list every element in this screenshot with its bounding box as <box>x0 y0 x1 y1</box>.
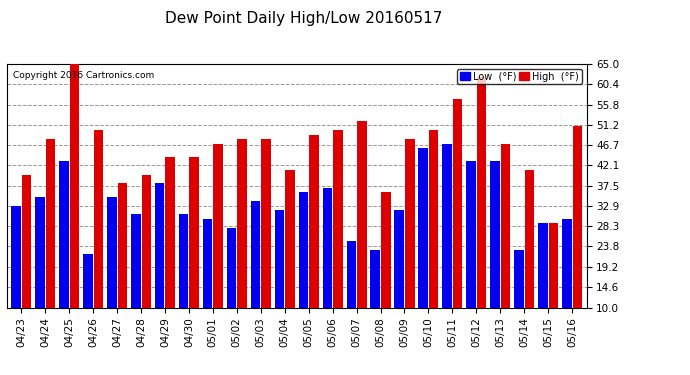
Bar <box>107 197 117 308</box>
Bar <box>155 183 164 308</box>
Bar <box>466 161 476 308</box>
Text: Copyright 2016 Cartronics.com: Copyright 2016 Cartronics.com <box>12 71 154 80</box>
Bar <box>11 206 21 308</box>
Bar <box>117 183 127 308</box>
Bar <box>395 210 404 308</box>
Bar <box>22 174 31 308</box>
Bar <box>262 139 271 308</box>
Bar <box>309 135 319 308</box>
Bar <box>213 144 223 308</box>
Bar <box>490 161 500 308</box>
Bar <box>429 130 438 308</box>
Bar <box>141 174 151 308</box>
Bar <box>83 254 92 308</box>
Bar <box>524 170 534 308</box>
Text: Dew Point Daily High/Low 20160517: Dew Point Daily High/Low 20160517 <box>165 11 442 26</box>
Bar <box>501 144 511 308</box>
Bar <box>322 188 332 308</box>
Bar <box>549 223 558 308</box>
Bar <box>333 130 343 308</box>
Bar <box>227 228 237 308</box>
Bar <box>203 219 213 308</box>
Bar <box>381 192 391 308</box>
Bar <box>131 214 141 308</box>
Bar <box>357 122 366 308</box>
Bar <box>46 139 55 308</box>
Bar <box>189 157 199 308</box>
Bar <box>573 126 582 308</box>
Bar <box>405 139 415 308</box>
Bar <box>514 250 524 308</box>
Bar <box>538 223 548 308</box>
Bar <box>179 214 188 308</box>
Bar <box>442 144 452 308</box>
Bar <box>371 250 380 308</box>
Bar <box>237 139 247 308</box>
Bar <box>346 241 356 308</box>
Bar <box>562 219 571 308</box>
Bar <box>94 130 104 308</box>
Bar <box>70 64 79 308</box>
Bar <box>59 161 69 308</box>
Bar <box>250 201 260 308</box>
Bar <box>453 99 462 308</box>
Legend: Low  (°F), High  (°F): Low (°F), High (°F) <box>457 69 582 84</box>
Bar <box>285 170 295 308</box>
Bar <box>35 197 45 308</box>
Bar <box>166 157 175 308</box>
Bar <box>275 210 284 308</box>
Bar <box>418 148 428 308</box>
Bar <box>299 192 308 308</box>
Bar <box>477 77 486 308</box>
